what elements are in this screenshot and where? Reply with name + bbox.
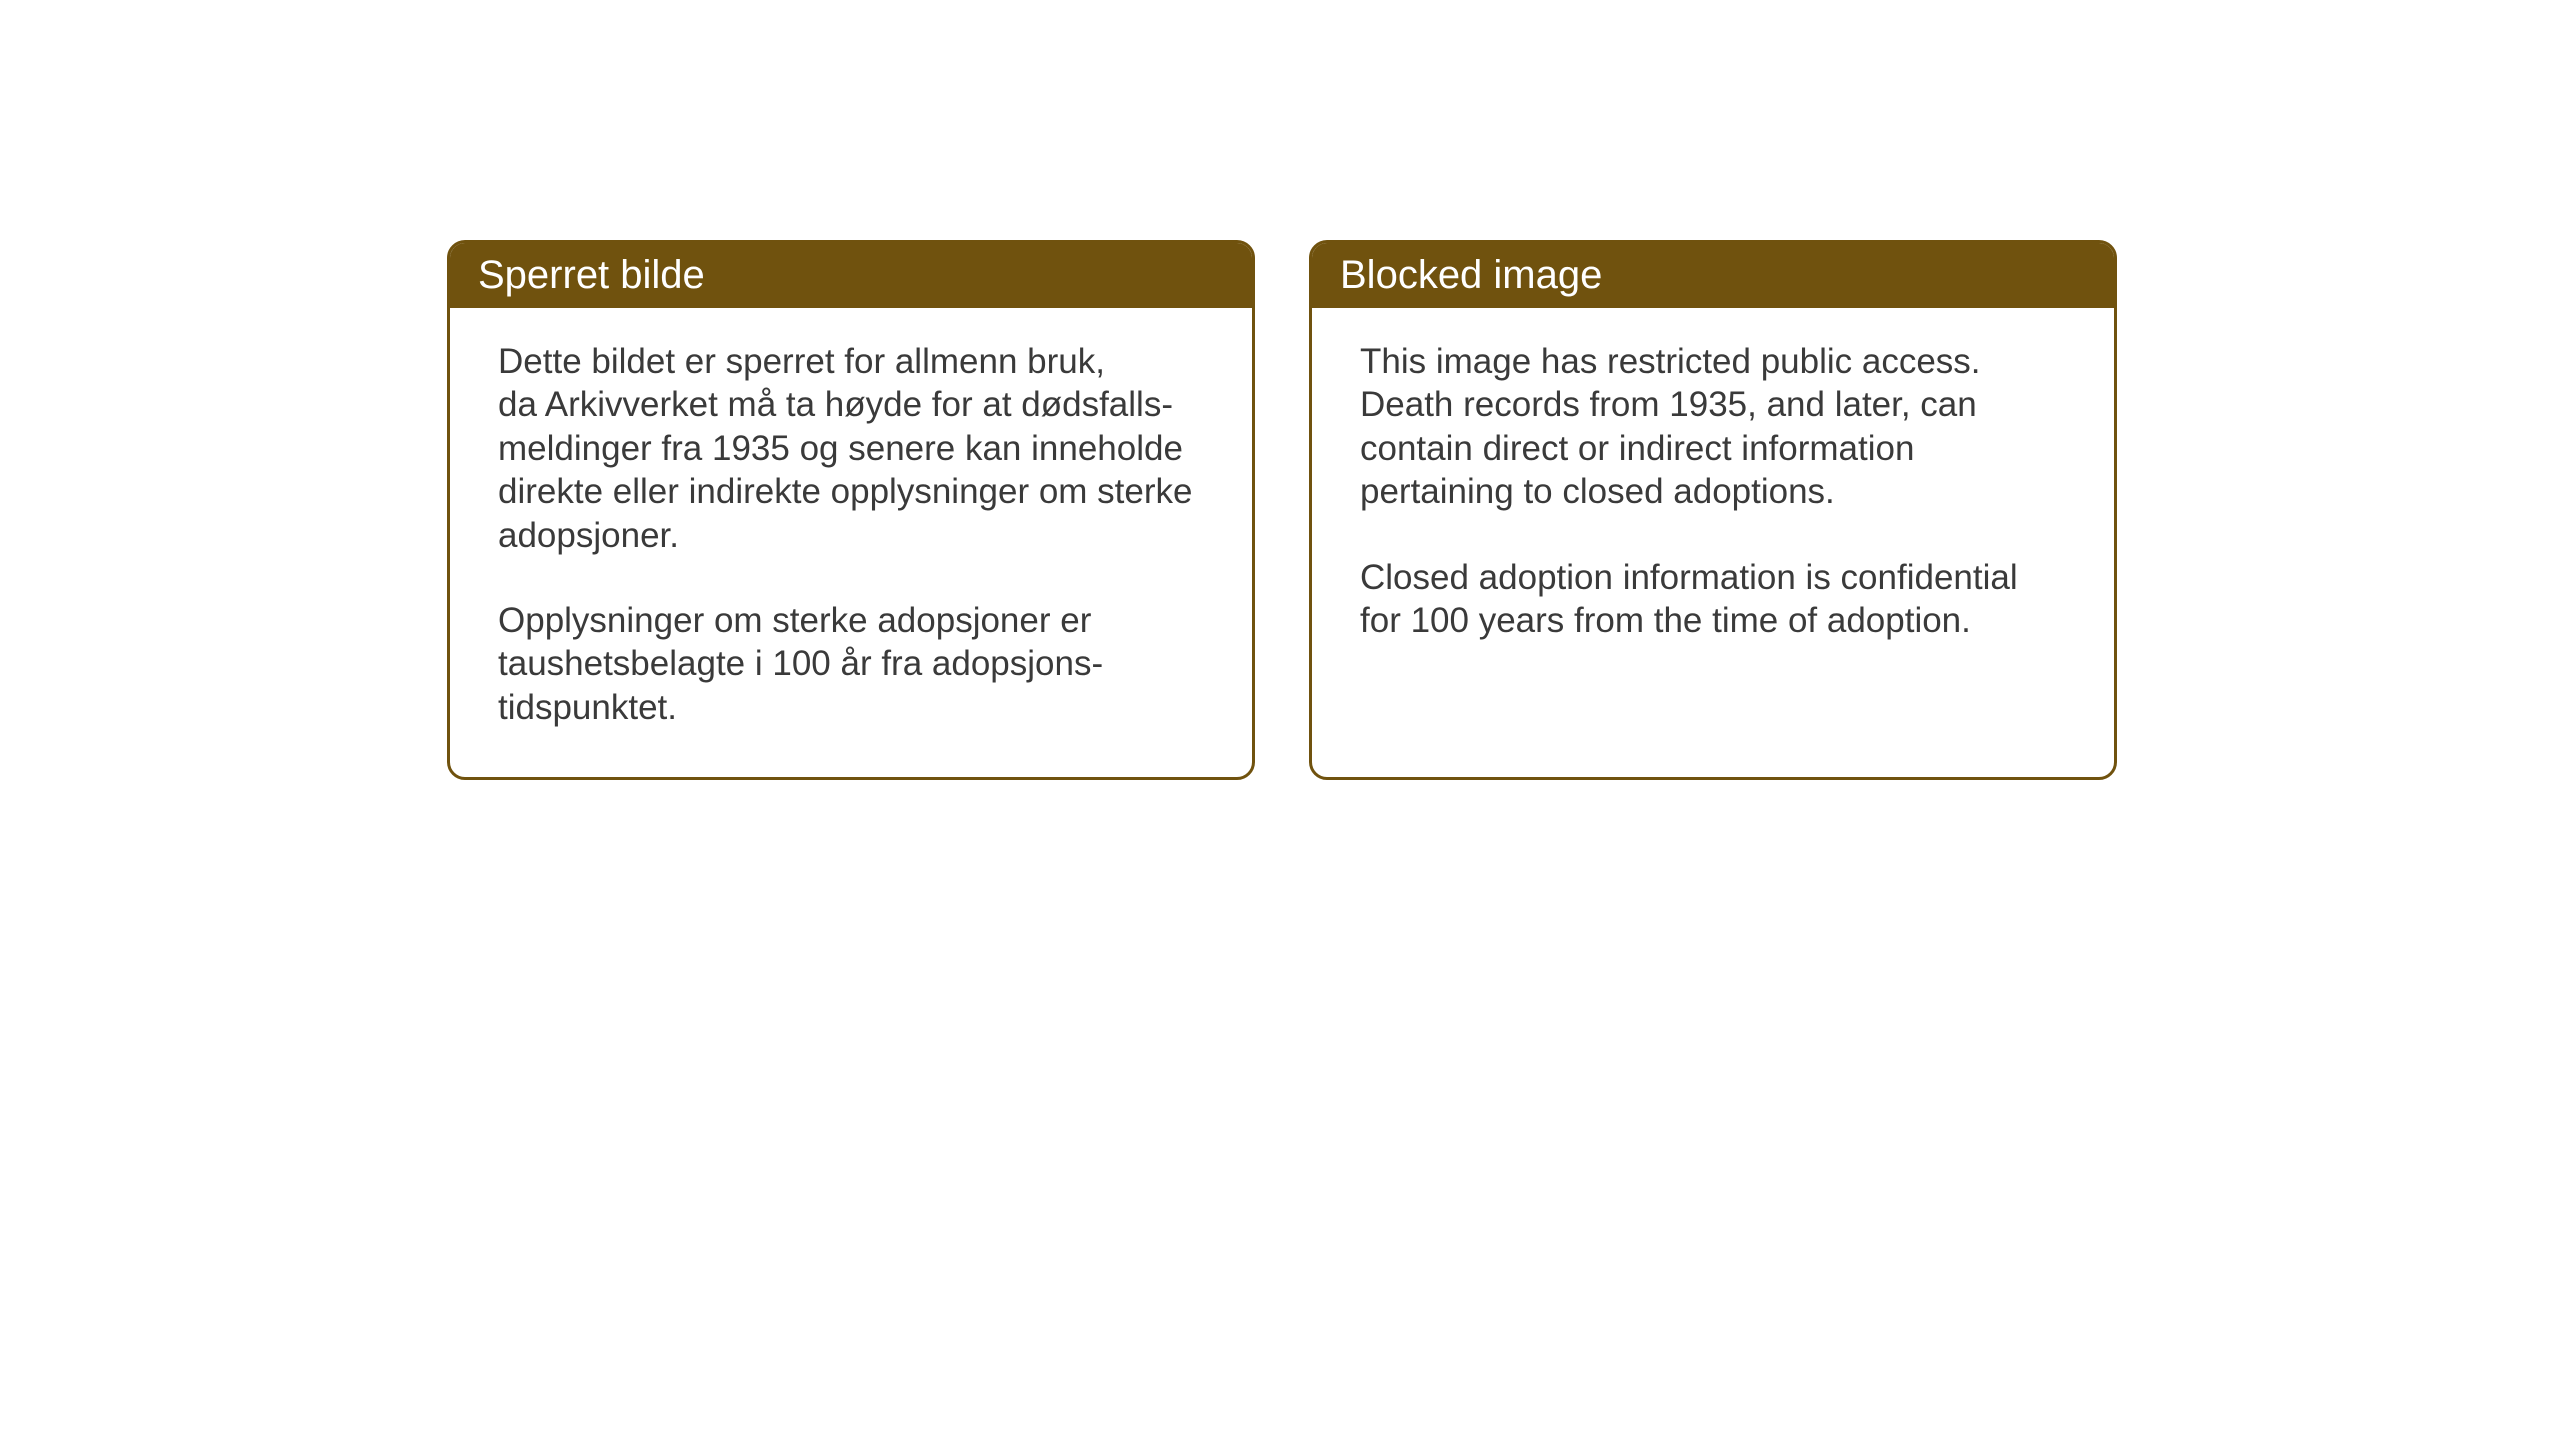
card-english: Blocked image This image has restricted …	[1309, 240, 2117, 780]
card-english-header: Blocked image	[1312, 243, 2114, 308]
card-norwegian: Sperret bilde Dette bildet er sperret fo…	[447, 240, 1255, 780]
card-norwegian-paragraph-1: Dette bildet er sperret for allmenn bruk…	[498, 340, 1204, 557]
card-english-body: This image has restricted public access.…	[1312, 308, 2114, 690]
card-norwegian-paragraph-2: Opplysninger om sterke adopsjoner er tau…	[498, 599, 1204, 729]
cards-container: Sperret bilde Dette bildet er sperret fo…	[447, 240, 2117, 780]
card-norwegian-header: Sperret bilde	[450, 243, 1252, 308]
card-english-paragraph-1: This image has restricted public access.…	[1360, 340, 2066, 514]
card-norwegian-body: Dette bildet er sperret for allmenn bruk…	[450, 308, 1252, 777]
card-english-paragraph-2: Closed adoption information is confident…	[1360, 556, 2066, 643]
